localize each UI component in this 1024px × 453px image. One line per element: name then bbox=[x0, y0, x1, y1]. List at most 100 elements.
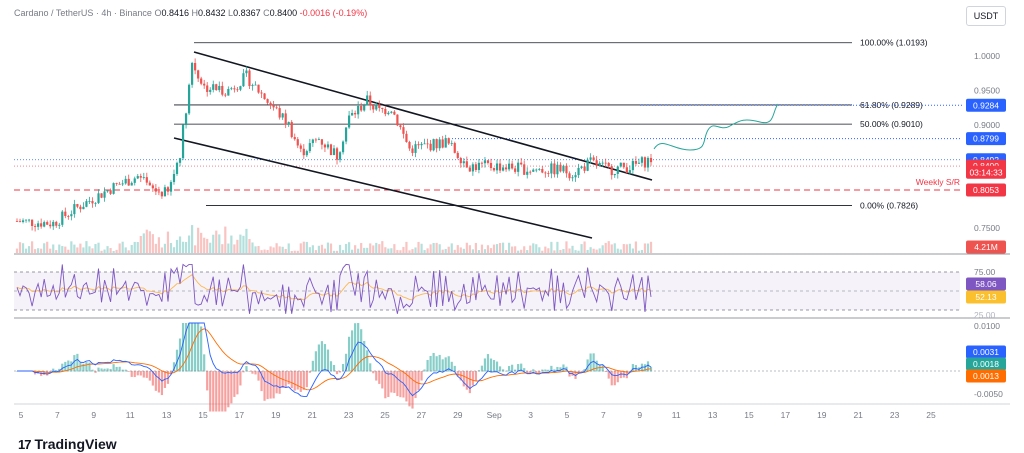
candle-body bbox=[450, 143, 453, 144]
macd-tick-label: 0.0100 bbox=[974, 321, 1000, 331]
candle-body bbox=[646, 157, 650, 168]
macd-signal-line bbox=[17, 328, 652, 391]
candle-body bbox=[508, 163, 511, 170]
candle-body bbox=[242, 73, 245, 87]
volume-bar bbox=[212, 234, 215, 253]
macd-histogram-bar bbox=[227, 371, 230, 408]
macd-histogram-bar bbox=[347, 336, 351, 372]
candle-body bbox=[444, 138, 447, 148]
volume-bar bbox=[468, 245, 471, 253]
candle-body bbox=[136, 176, 139, 179]
candle-body bbox=[64, 211, 67, 217]
volume-bar bbox=[480, 244, 484, 253]
tradingview-logo[interactable]: 17 TradingView bbox=[18, 436, 117, 452]
candle-body bbox=[372, 105, 375, 110]
volume-bar bbox=[136, 242, 139, 253]
volume-bar bbox=[157, 237, 160, 253]
price-tag-bg bbox=[966, 98, 1006, 112]
time-tick-label: 9 bbox=[637, 410, 642, 420]
candle-body bbox=[37, 223, 40, 227]
macd-histogram-bar bbox=[320, 341, 324, 372]
macd-histogram-bar bbox=[646, 361, 650, 372]
volume-bar bbox=[459, 247, 462, 253]
macd-histogram-bar bbox=[272, 371, 275, 399]
macd-histogram-bar bbox=[236, 371, 239, 395]
symbol-title[interactable]: Cardano / TetherUS · 4h · Binance bbox=[14, 8, 152, 18]
channel-upper-line bbox=[193, 51, 653, 181]
volume-bar bbox=[541, 250, 544, 253]
volume-bar bbox=[269, 246, 272, 253]
candle-body bbox=[523, 164, 526, 175]
volume-bar bbox=[109, 248, 112, 253]
candle-body bbox=[212, 84, 215, 90]
macd-histogram-bar bbox=[224, 371, 227, 412]
volume-bar bbox=[187, 235, 191, 253]
candle-body bbox=[172, 173, 176, 183]
macd-signal-tag-bg bbox=[966, 369, 1006, 383]
volume-bar bbox=[112, 250, 115, 253]
macd-histogram-bar bbox=[254, 371, 257, 375]
time-tick-label: 21 bbox=[307, 410, 317, 420]
macd-histogram-bar bbox=[598, 364, 601, 372]
fib-level-label: 61.80% (0.9289) bbox=[860, 100, 923, 110]
candle-body bbox=[625, 167, 628, 173]
volume-bar bbox=[254, 246, 257, 253]
macd-histogram-bar bbox=[323, 344, 327, 372]
volume-bar bbox=[40, 248, 43, 253]
macd-histogram-bar bbox=[305, 371, 308, 388]
volume-bar bbox=[34, 249, 37, 253]
volume-bar bbox=[311, 245, 314, 253]
volume-bar bbox=[347, 242, 351, 253]
volume-bar bbox=[15, 248, 19, 253]
volume-bar bbox=[154, 243, 157, 253]
macd-histogram-bar bbox=[326, 349, 330, 372]
volume-tag-bg bbox=[966, 240, 1006, 254]
candle-body bbox=[405, 133, 408, 142]
macd-histogram-bar bbox=[357, 323, 360, 372]
macd-histogram-bar bbox=[293, 371, 296, 391]
macd-histogram-bar bbox=[529, 371, 532, 373]
candle-body bbox=[236, 89, 239, 91]
candle-body bbox=[465, 161, 468, 168]
rsi-line bbox=[16, 263, 652, 314]
volume-bar bbox=[508, 242, 511, 253]
volume-bar bbox=[432, 243, 435, 253]
macd-histogram-bar bbox=[175, 349, 179, 372]
currency-button[interactable]: USDT bbox=[966, 6, 1006, 26]
rsi-value-tag: 58.06 bbox=[975, 279, 997, 289]
candle-body bbox=[489, 162, 493, 169]
macd-histogram-bar bbox=[363, 340, 366, 372]
candle-body bbox=[538, 168, 541, 170]
macd-histogram-bar bbox=[275, 371, 278, 394]
macd-histogram-bar bbox=[450, 361, 453, 372]
volume-bar bbox=[27, 246, 31, 253]
volume-bar bbox=[230, 235, 233, 253]
candle-body bbox=[616, 166, 619, 174]
volume-bar bbox=[221, 244, 224, 253]
volume-bar bbox=[37, 248, 40, 253]
volume-bar bbox=[21, 243, 25, 253]
macd-histogram-bar bbox=[562, 364, 565, 372]
low-value: 0.8367 bbox=[233, 8, 261, 18]
volume-bar bbox=[124, 247, 127, 253]
candle-body bbox=[601, 162, 604, 164]
volume-bar bbox=[43, 243, 46, 253]
candle-body bbox=[130, 182, 133, 186]
candle-body bbox=[169, 182, 173, 192]
candle-body bbox=[308, 143, 311, 152]
candle-body bbox=[414, 144, 417, 153]
candle-body bbox=[514, 168, 517, 172]
macd-line bbox=[17, 322, 652, 397]
macd-histogram-bar bbox=[148, 371, 151, 381]
candle-body bbox=[106, 190, 109, 192]
macd-histogram-bar bbox=[136, 371, 139, 376]
candle-body bbox=[178, 158, 182, 163]
volume-bar bbox=[46, 241, 49, 253]
volume-bar bbox=[417, 241, 420, 253]
macd-histogram-bar bbox=[495, 361, 499, 372]
weekly-sr-label: Weekly S/R bbox=[916, 177, 960, 187]
time-tick-label: 7 bbox=[55, 410, 60, 420]
price-tag-bg bbox=[966, 183, 1006, 197]
volume-bar bbox=[357, 248, 360, 253]
